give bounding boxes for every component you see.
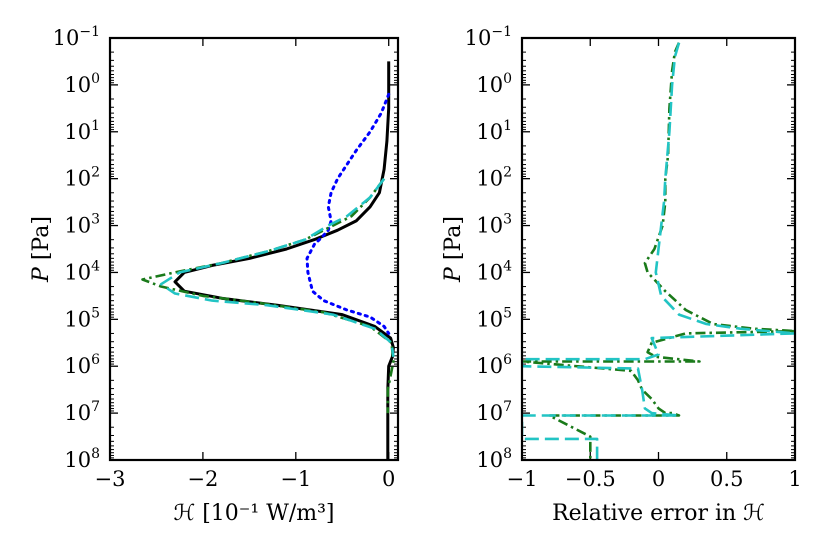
y-tick-label: 104 — [64, 258, 100, 284]
y-tick-base: 10 — [64, 354, 91, 378]
series-line-cyan-dashed — [159, 177, 395, 357]
y-tick-label: 101 — [64, 118, 100, 144]
x-tick-label: 0 — [382, 467, 395, 491]
plot-frame — [108, 36, 400, 462]
x-tick-label: 0.5 — [710, 467, 743, 491]
y-tick-exponent: 7 — [91, 399, 100, 415]
y-tick-base: 10 — [64, 401, 91, 425]
series-line-green-dashdot — [141, 177, 395, 414]
y-tick-base: 10 — [64, 73, 91, 97]
y-axis-unit: [Pa] — [441, 216, 466, 260]
y-tick-exponent: 4 — [91, 258, 100, 274]
x-axis-label: ℋ [10⁻¹ W/m³] — [173, 501, 334, 526]
y-tick-label: 106 — [64, 352, 100, 378]
y-tick-base: 10 — [64, 260, 91, 284]
y-tick-exponent: 5 — [91, 305, 100, 321]
y-tick-exponent: 3 — [503, 212, 512, 228]
y-tick-exponent: 2 — [503, 165, 512, 181]
y-tick-label: 108 — [476, 446, 512, 472]
y-axis-label: P [Pa] — [441, 216, 466, 283]
series-line-blue-dotted — [305, 92, 391, 335]
y-tick-label: 10−1 — [53, 24, 100, 50]
y-tick-base: 10 — [64, 448, 91, 472]
y-tick-base: 10 — [64, 214, 91, 238]
y-tick-base: 10 — [64, 120, 91, 144]
y-tick-label: 100 — [476, 71, 512, 97]
y-tick-base: 10 — [476, 120, 503, 144]
y-tick-label: 102 — [476, 165, 512, 191]
y-tick-base: 10 — [476, 73, 503, 97]
series-line-cyan-dashed — [522, 42, 795, 460]
y-tick-base: 10 — [476, 448, 503, 472]
y-tick-exponent: 0 — [503, 71, 512, 87]
x-tick-label: −3 — [95, 467, 126, 491]
y-tick-label: 101 — [476, 118, 512, 144]
y-tick-label: 107 — [476, 399, 512, 425]
y-tick-exponent: 8 — [91, 446, 100, 462]
y-tick-exponent: −1 — [491, 24, 512, 40]
y-tick-label: 108 — [64, 446, 100, 472]
y-tick-exponent: 7 — [503, 399, 512, 415]
x-tick-label: 1 — [788, 467, 801, 491]
x-tick-label: −2 — [187, 467, 218, 491]
y-tick-label: 105 — [64, 305, 100, 331]
y-tick-base: 10 — [53, 26, 80, 50]
y-tick-base: 10 — [476, 214, 503, 238]
plot-frame — [520, 36, 797, 462]
y-tick-label: 107 — [64, 399, 100, 425]
y-axis-symbol: P — [441, 260, 466, 283]
y-tick-exponent: 6 — [91, 352, 100, 368]
y-tick-exponent: 3 — [91, 212, 100, 228]
y-tick-base: 10 — [64, 167, 91, 191]
y-tick-exponent: 1 — [91, 118, 100, 134]
y-tick-label: 106 — [476, 352, 512, 378]
y-tick-label: 102 — [64, 165, 100, 191]
x-tick-label: −0.5 — [565, 467, 616, 491]
y-tick-base: 10 — [476, 167, 503, 191]
y-axis-label: P [Pa] — [29, 216, 54, 283]
x-axis-label: Relative error in ℋ — [552, 501, 765, 526]
y-tick-base: 10 — [476, 401, 503, 425]
y-tick-base: 10 — [476, 354, 503, 378]
y-tick-exponent: 4 — [503, 258, 512, 274]
y-tick-label: 10−1 — [465, 24, 512, 50]
y-tick-base: 10 — [476, 307, 503, 331]
y-tick-label: 105 — [476, 305, 512, 331]
y-tick-base: 10 — [465, 26, 492, 50]
y-tick-exponent: 1 — [503, 118, 512, 134]
y-tick-exponent: 8 — [503, 446, 512, 462]
y-axis-symbol: P — [29, 260, 54, 283]
series-line-black-solid — [173, 61, 395, 460]
y-tick-base: 10 — [476, 260, 503, 284]
y-tick-label: 100 — [64, 71, 100, 97]
y-tick-exponent: 6 — [503, 352, 512, 368]
y-tick-base: 10 — [64, 307, 91, 331]
y-tick-exponent: −1 — [79, 24, 100, 40]
y-tick-label: 103 — [476, 212, 512, 238]
x-tick-label: 0 — [652, 467, 665, 491]
y-tick-label: 104 — [476, 258, 512, 284]
y-tick-exponent: 0 — [91, 71, 100, 87]
y-tick-label: 103 — [64, 212, 100, 238]
y-tick-exponent: 5 — [503, 305, 512, 321]
x-tick-label: −1 — [507, 467, 538, 491]
x-tick-label: −1 — [280, 467, 311, 491]
y-tick-exponent: 2 — [91, 165, 100, 181]
y-axis-unit: [Pa] — [29, 216, 54, 260]
